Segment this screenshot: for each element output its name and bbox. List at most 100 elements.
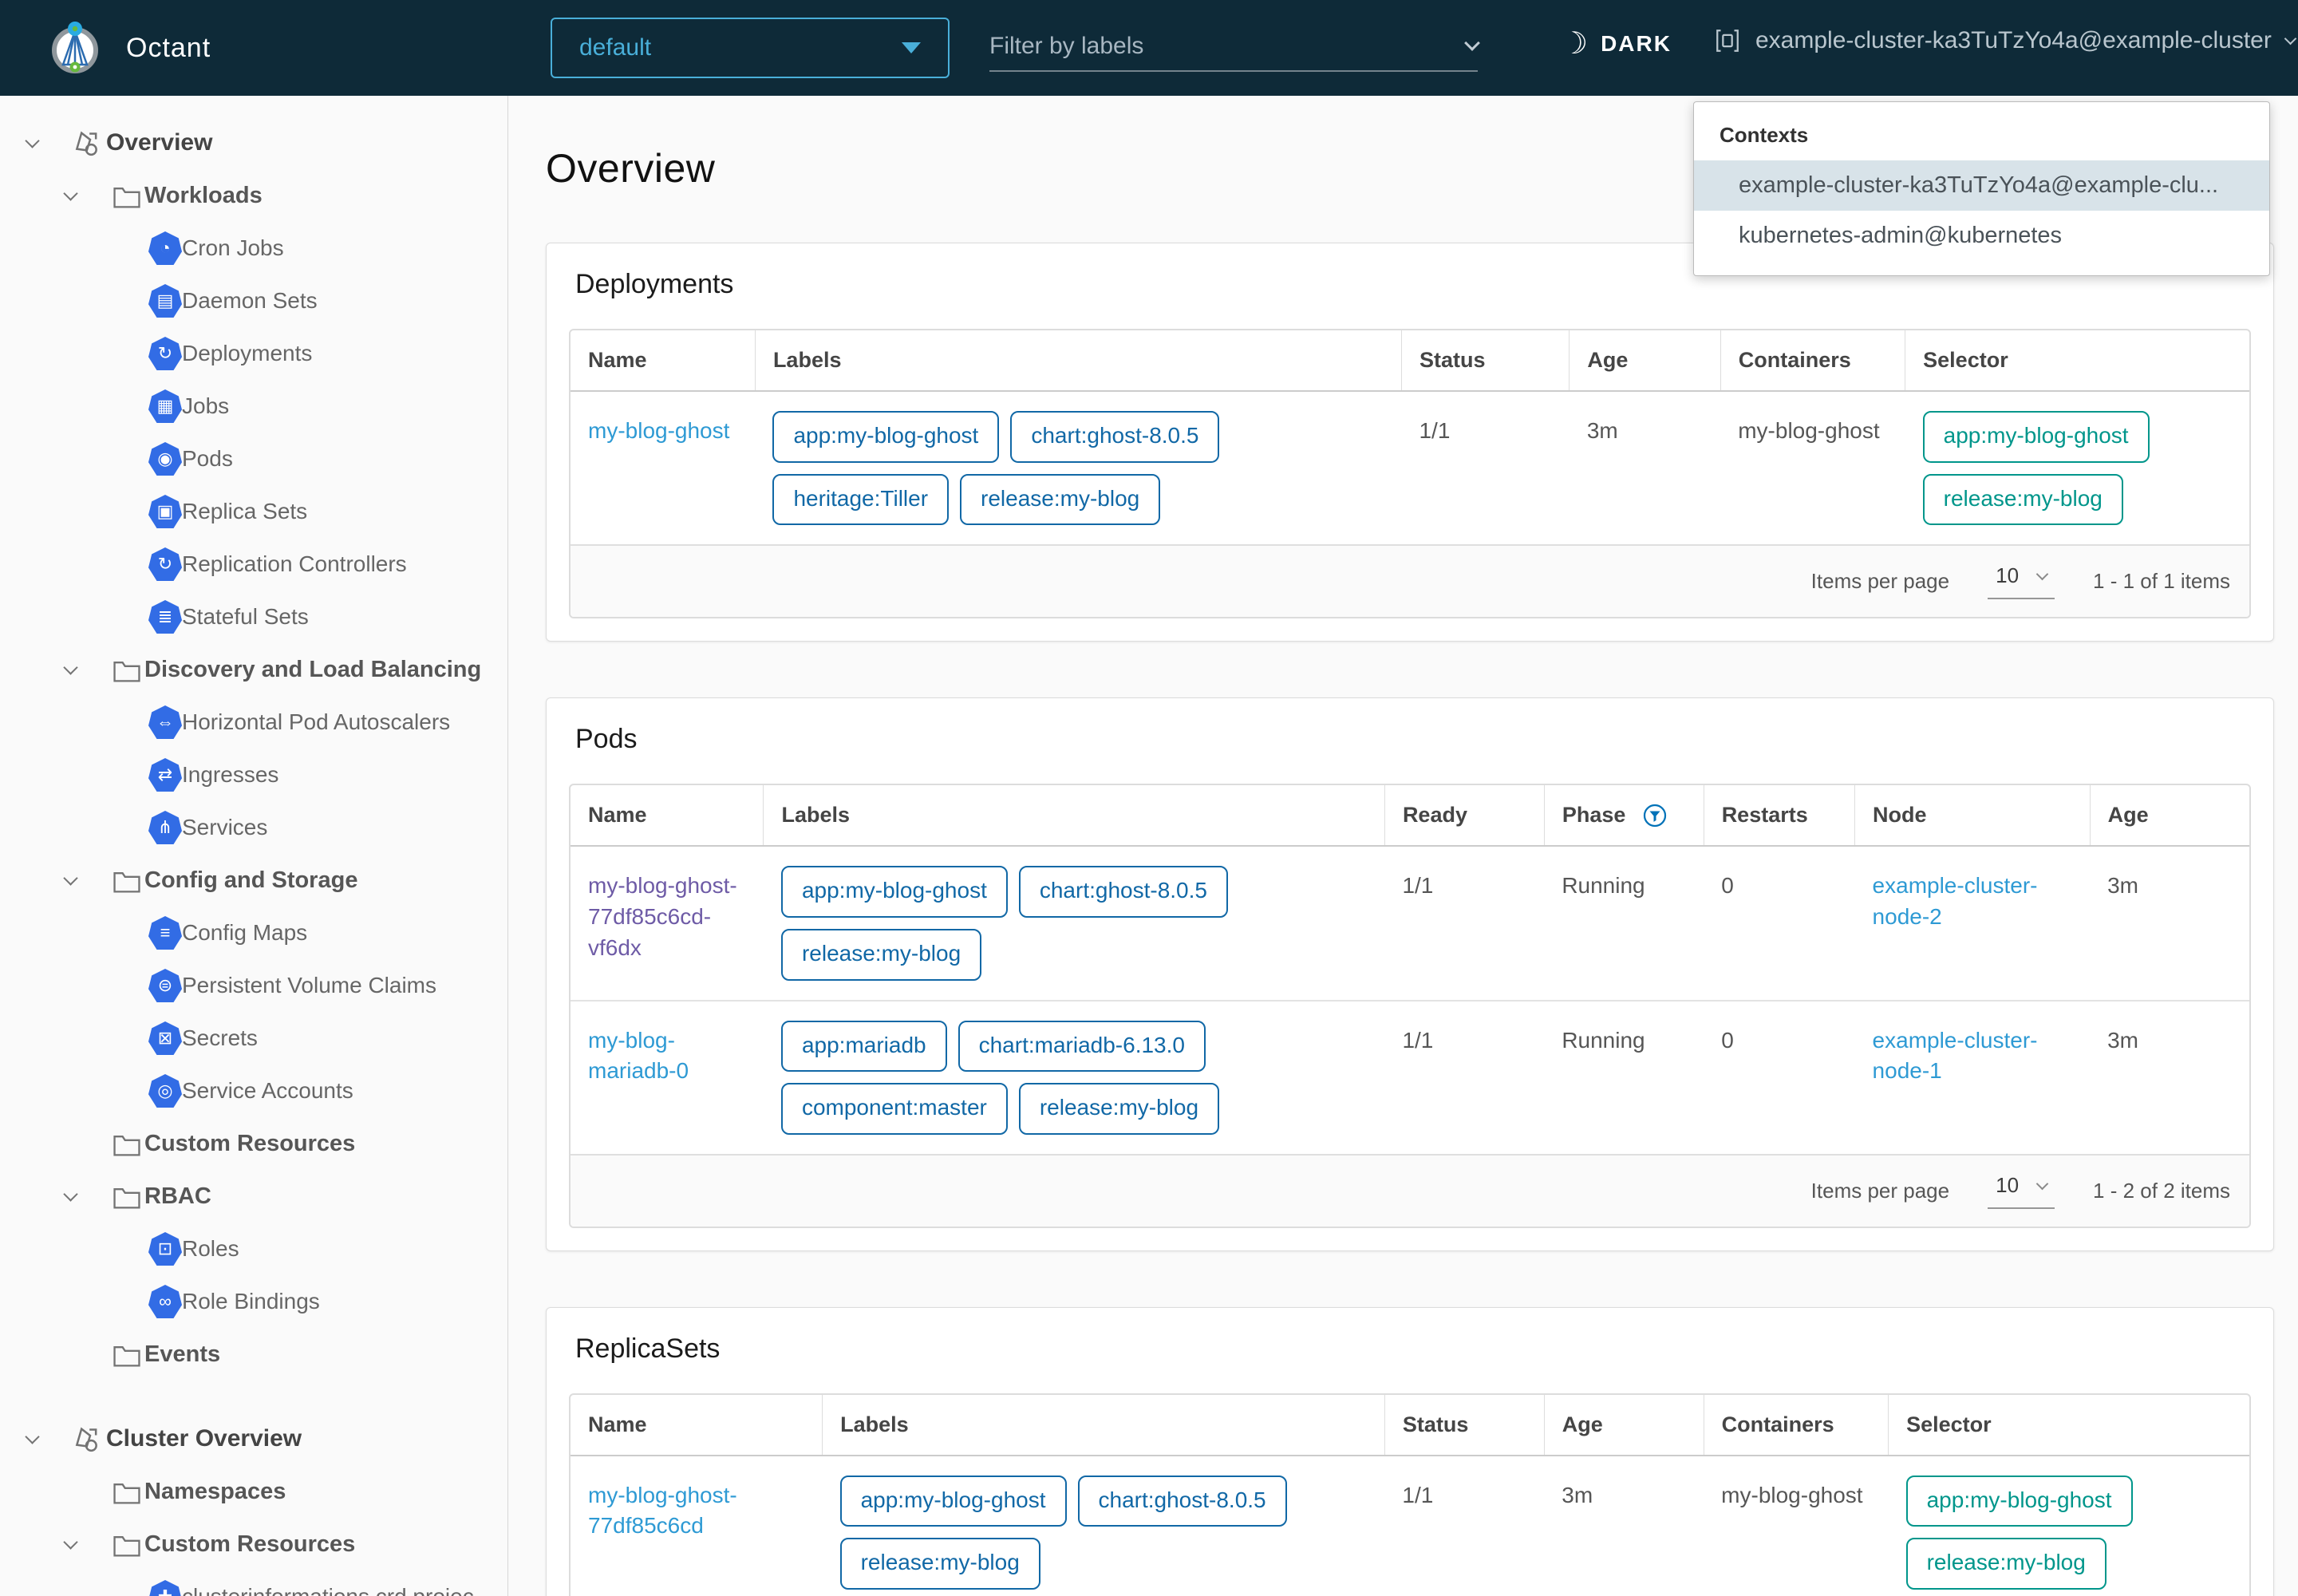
sidebar-item-pods[interactable]: ◉ Pods <box>0 433 507 485</box>
ingresses-icon: ⇄ <box>148 758 182 792</box>
sidebar-item-roles[interactable]: ⊡ Roles <box>0 1223 507 1275</box>
cell-link[interactable]: example-cluster-node-2 <box>1872 873 2038 929</box>
chevron-down-icon[interactable] <box>25 132 40 148</box>
cell-link[interactable]: example-cluster-node-1 <box>1872 1027 2038 1084</box>
cell-link[interactable]: my-blog-ghost <box>588 418 730 443</box>
sidebar-item-label: Config and Storage <box>144 867 358 893</box>
contexts-dropdown: Contexts example-cluster-ka3TuTzYo4a@exa… <box>1693 101 2270 276</box>
contexts-dropdown-title: Contexts <box>1720 123 1809 147</box>
label-filter-input[interactable]: Filter by labels <box>989 22 1480 72</box>
cell-restarts: 0 <box>1704 999 1855 1155</box>
sidebar-item-cluster-overview[interactable]: Cluster Overview <box>0 1412 507 1465</box>
column-header-phase: Phase <box>1543 785 1704 847</box>
sidebar-item-jobs[interactable]: ▦ Jobs <box>0 380 507 433</box>
filter-icon[interactable] <box>1643 804 1667 828</box>
column-header-ready: Ready <box>1384 785 1545 847</box>
chevron-down-icon[interactable] <box>63 659 78 675</box>
sidebar-item-stateful-sets[interactable]: ≣ Stateful Sets <box>0 591 507 643</box>
context-menu-item[interactable]: example-cluster-ka3TuTzYo4a@example-clu.… <box>1694 160 2269 211</box>
items-per-page-select[interactable]: 10 <box>1988 563 2055 600</box>
sidebar-item-custom-resources[interactable]: Custom Resources <box>0 1518 507 1570</box>
pvc-icon: ⊜ <box>148 969 182 1002</box>
context-menu-item[interactable]: kubernetes-admin@kubernetes <box>1739 223 2063 248</box>
column-header-restarts: Restarts <box>1703 785 1855 847</box>
label-tag: release:my-blog <box>839 1538 1040 1590</box>
sidebar-item-events[interactable]: Events <box>0 1328 507 1381</box>
sidebar-item-config-and-storage[interactable]: Config and Storage <box>0 854 507 907</box>
context-switcher[interactable]: example-cluster-ka3TuTzYo4a@example-clus… <box>1714 27 2297 54</box>
sidebar-item-horizontal-pod-autoscalers[interactable]: ⇔ Horizontal Pod Autoscalers <box>0 696 507 749</box>
filter-icon-wrap[interactable] <box>1643 804 1667 828</box>
column-header-inner: Age <box>1587 348 1702 373</box>
sidebar-item-label: RBAC <box>144 1183 211 1209</box>
footer-row: Items per page 10 1 - 2 of 2 items <box>571 1153 2249 1227</box>
sidebar-item-namespaces[interactable]: Namespaces <box>0 1465 507 1518</box>
table-row: my-blog-ghost app:my-blog-ghost chart:ghos… <box>571 391 2249 545</box>
column-header-inner: Labels <box>840 1412 1367 1437</box>
sidebar-item-role-bindings[interactable]: ∞ Role Bindings <box>0 1275 507 1328</box>
sidebar-item-label: Discovery and Load Balancing <box>144 656 482 682</box>
column-header-labels: Labels <box>754 330 1402 392</box>
column-header-name: Name <box>571 785 764 847</box>
column-header-label: Labels <box>772 348 842 372</box>
chevron-down-icon[interactable] <box>63 870 78 886</box>
items-per-page-label: Items per page <box>1810 569 1950 594</box>
chevron-down-icon <box>2035 1177 2049 1191</box>
cell-containers: my-blog-ghost <box>1721 1482 1863 1507</box>
column-header-inner: Restarts <box>1722 803 1837 828</box>
folder-icon <box>112 868 142 899</box>
sidebar-item-discovery-and-load-balancing[interactable]: Discovery and Load Balancing <box>0 643 507 696</box>
sidebar-item-cron-jobs[interactable]: ◔ Cron Jobs <box>0 222 507 275</box>
sidebar-item-custom-resources[interactable]: Custom Resources <box>0 1117 507 1170</box>
items-per-page-select[interactable]: 10 <box>1988 1173 2055 1209</box>
datagrid-table: Name Labels Ready Phase Restarts Node Age my-bl… <box>571 785 2249 1227</box>
context-switcher-label: example-cluster-ka3TuTzYo4a@example-clus… <box>1755 27 2272 53</box>
sidebar-item-replica-sets[interactable]: ▣ Replica Sets <box>0 485 507 538</box>
cell-age: 3m <box>1586 418 1618 443</box>
column-header-inner: Containers <box>1722 1412 1870 1437</box>
sidebar-item-deployments[interactable]: ↻ Deployments <box>0 327 507 380</box>
sidebar-item-service-accounts[interactable]: ◎ Service Accounts <box>0 1065 507 1117</box>
sidebar-item-workloads[interactable]: Workloads <box>0 169 507 222</box>
cell-link[interactable]: my-blog-ghost-77df85c6cd-vf6dx <box>588 873 737 960</box>
column-header-status: Status <box>1384 1394 1545 1456</box>
cell-age: 3m <box>2090 999 2249 1155</box>
column-header-labels: Labels <box>822 1394 1385 1456</box>
label-filter-placeholder: Filter by labels <box>989 33 1144 59</box>
label-tag: app:my-blog-ghost <box>772 411 1000 463</box>
cell-name: my-blog-ghost-77df85c6cd-vf6dx <box>571 846 764 1000</box>
chevron-down-icon[interactable] <box>63 185 78 201</box>
label-tag: app:mariadb <box>780 1020 947 1073</box>
chevron-down-icon[interactable] <box>25 1428 40 1444</box>
sidebar-item-secrets[interactable]: ⊠ Secrets <box>0 1012 507 1065</box>
chevron-down-icon[interactable] <box>63 1186 78 1202</box>
sidebar-item-services[interactable]: ⋔ Services <box>0 801 507 854</box>
label-tag: component:master <box>780 1083 1008 1135</box>
cell-link[interactable]: my-blog-ghost-77df85c6cd <box>588 1482 737 1539</box>
folder-icon <box>112 1532 142 1563</box>
sidebar-item-config-maps[interactable]: ≡ Config Maps <box>0 907 507 959</box>
sidebar-item-clusterinformations-crd-projec[interactable]: ✚clusterinformations.crd.projec <box>0 1570 507 1596</box>
card-title: Pods <box>575 724 638 755</box>
sidebar-item-overview[interactable]: Overview <box>0 117 507 169</box>
applications-icon <box>70 1424 102 1460</box>
applications-icon <box>70 128 102 164</box>
column-header-label: Status <box>1402 1412 1469 1436</box>
chevron-down-icon[interactable] <box>63 1534 78 1550</box>
namespace-select[interactable]: default <box>551 18 950 78</box>
roles-icon: ⊡ <box>148 1232 182 1266</box>
column-header-containers: Containers <box>1703 1394 1889 1456</box>
sidebar-item-daemon-sets[interactable]: ▤ Daemon Sets <box>0 275 507 327</box>
label-tags: app:my-blog-ghost release:my-blog <box>1905 1475 2232 1596</box>
sidebar-item-persistent-volume-claims[interactable]: ⊜ Persistent Volume Claims <box>0 959 507 1012</box>
theme-toggle-button[interactable]: ☾ DARK <box>1561 27 1672 61</box>
jobs-icon: ▦ <box>148 389 182 423</box>
moon-icon: ☾ <box>1561 27 1589 61</box>
folder-icon <box>112 658 142 689</box>
sidebar-item-rbac[interactable]: RBAC <box>0 1170 507 1223</box>
cell-link[interactable]: my-blog-mariadb-0 <box>588 1027 689 1084</box>
column-header-label: Restarts <box>1721 803 1808 828</box>
label-tag: release:my-blog <box>960 473 1161 526</box>
sidebar-item-ingresses[interactable]: ⇄ Ingresses <box>0 749 507 801</box>
sidebar-item-replication-controllers[interactable]: ↻ Replication Controllers <box>0 538 507 591</box>
